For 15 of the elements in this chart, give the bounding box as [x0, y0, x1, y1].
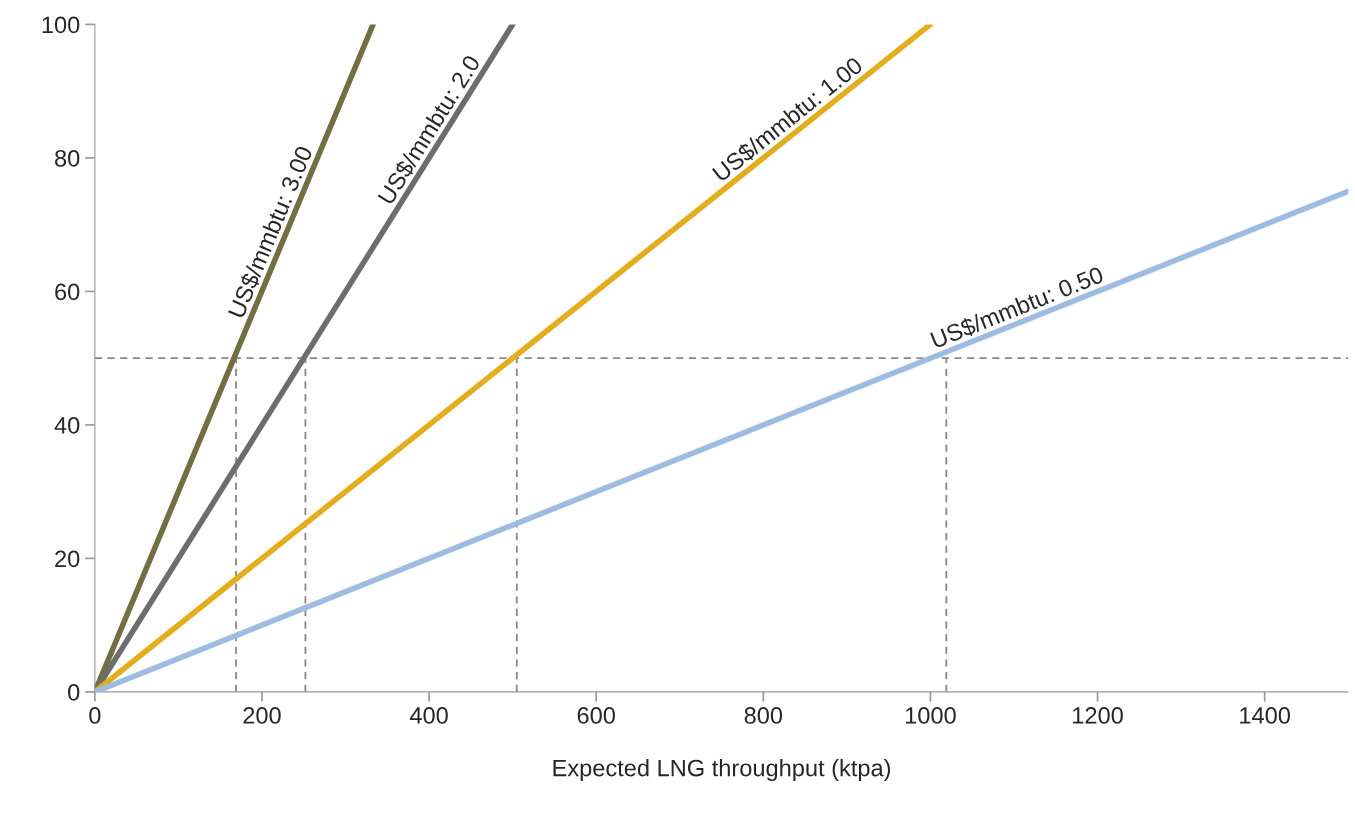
y-tick-label: 80 [55, 149, 80, 167]
x-tick-label: 1400 [1240, 707, 1291, 724]
y-tick-label: 60 [55, 283, 80, 301]
x-tick-label: 400 [409, 707, 448, 724]
x-tick-label: 1000 [905, 707, 956, 724]
y-tick-label: 20 [55, 550, 80, 568]
y-tick-label: 40 [54, 416, 80, 434]
x-tick-label: 0 [89, 707, 101, 724]
x-tick-label: 800 [744, 707, 783, 724]
x-tick-label: 1200 [1073, 707, 1123, 724]
y-tick-label: 100 [42, 16, 80, 34]
x-axis-title: Expected LNG throughput (ktpa) [553, 759, 891, 782]
y-tick-label: 0 [68, 683, 80, 701]
x-tick-label: 600 [577, 707, 615, 724]
x-tick-label: 200 [243, 707, 281, 724]
